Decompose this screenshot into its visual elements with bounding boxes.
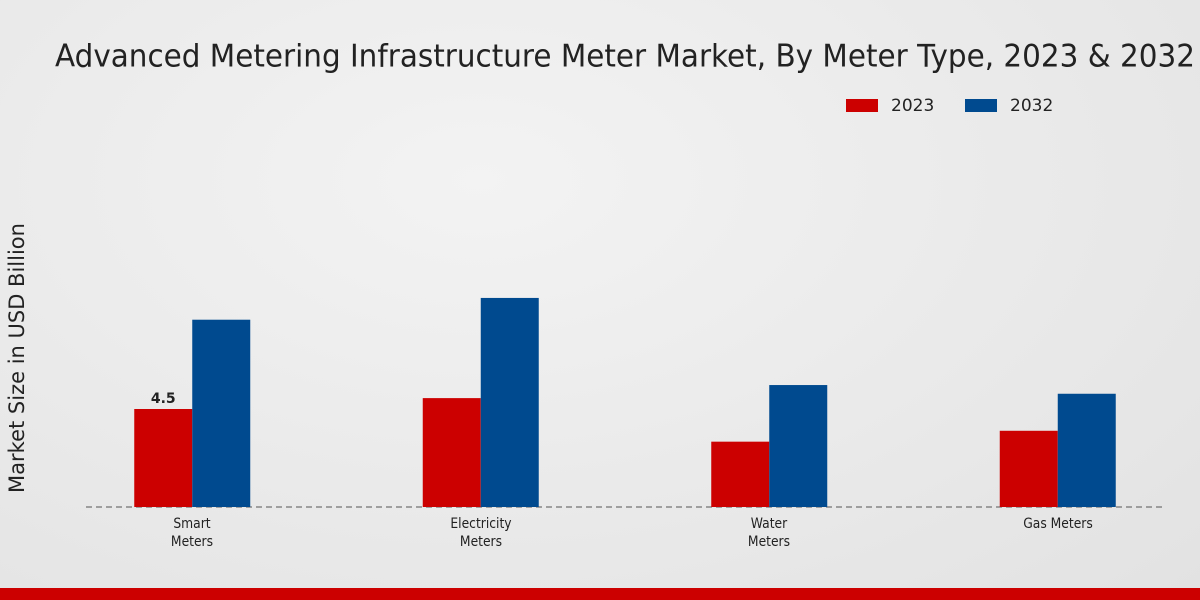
bar [134, 409, 193, 507]
bar [422, 398, 481, 507]
bar [711, 441, 770, 507]
bar [999, 430, 1058, 507]
chart-title: Advanced Metering Infrastructure Meter M… [55, 39, 1195, 75]
legend-swatch [965, 99, 997, 112]
legend-label: 2032 [1010, 96, 1053, 116]
y-axis-label: Market Size in USD Billion [5, 223, 29, 493]
data-label: 4.5 [151, 391, 176, 407]
x-tick-label: Gas Meters [1022, 516, 1093, 532]
legend-label: 2023 [891, 96, 934, 116]
x-tick-label: Water Meters [748, 516, 791, 550]
x-tick-label: Electricity Meters [450, 516, 512, 550]
bar [480, 297, 539, 507]
x-tick-label: Smart Meters [171, 516, 214, 550]
legend-swatch [846, 99, 878, 112]
bar [1057, 393, 1116, 507]
bar [769, 385, 828, 507]
bar [192, 319, 251, 507]
footer-band [0, 588, 1200, 600]
